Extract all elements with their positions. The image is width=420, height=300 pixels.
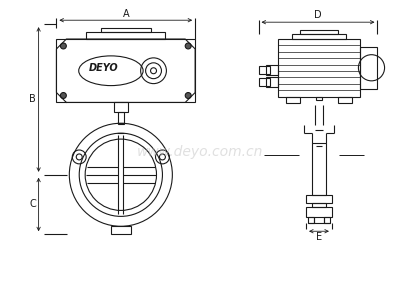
Bar [118,112,124,124]
Bar [312,202,326,208]
Bar [56,39,195,102]
Bar [360,47,378,88]
Bar [312,143,326,195]
Bar [286,97,300,104]
Bar [316,97,322,101]
Bar [308,218,314,223]
Circle shape [60,92,66,98]
Bar [306,195,332,203]
Text: D: D [314,10,322,20]
Text: B: B [29,94,36,104]
Bar [114,102,128,112]
Text: www.deyo.com.cn: www.deyo.com.cn [137,145,263,159]
Bar [259,66,270,74]
Bar [300,30,338,34]
Bar [338,97,352,104]
Bar [259,78,270,86]
Circle shape [185,43,191,49]
Bar [278,39,360,97]
Bar [324,218,330,223]
Bar [292,34,346,39]
Bar [266,77,278,87]
Text: E: E [316,232,322,242]
Bar [306,208,332,218]
Bar [101,28,150,32]
Text: DEYO: DEYO [89,63,119,73]
Bar [266,65,278,75]
Text: A: A [123,9,129,19]
Bar [86,32,165,39]
Circle shape [60,43,66,49]
Bar [111,226,131,234]
Text: C: C [29,200,36,209]
Circle shape [185,92,191,98]
